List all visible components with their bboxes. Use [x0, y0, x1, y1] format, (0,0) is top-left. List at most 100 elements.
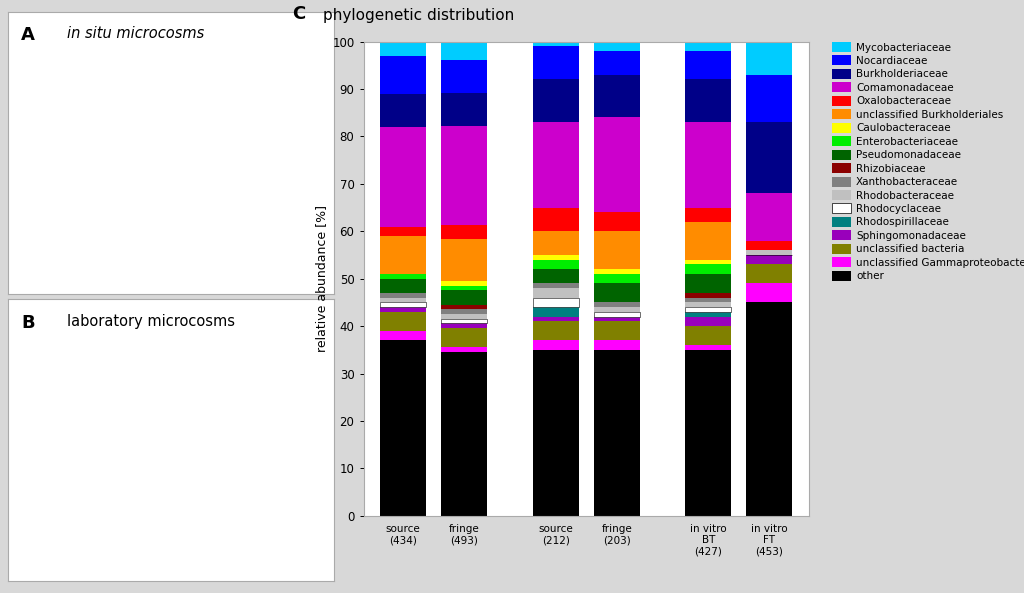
Bar [685, 317, 731, 326]
Bar [746, 122, 793, 193]
Bar [685, 51, 731, 79]
Bar [441, 323, 487, 328]
Bar [441, 93, 487, 126]
Bar [532, 321, 579, 340]
Bar [594, 350, 640, 516]
Bar [441, 239, 487, 281]
Bar [594, 42, 640, 51]
Bar [380, 298, 426, 302]
Text: phylogenetic distribution: phylogenetic distribution [324, 8, 515, 23]
Bar [441, 305, 487, 309]
Bar [380, 236, 426, 274]
Bar [746, 42, 793, 75]
Bar [746, 283, 793, 302]
Bar [380, 274, 426, 279]
Text: B: B [22, 314, 35, 331]
Bar [685, 222, 731, 260]
Bar [746, 302, 793, 516]
Bar [594, 231, 640, 269]
Bar [594, 321, 640, 340]
Bar [380, 340, 426, 516]
Bar [685, 208, 731, 222]
Bar [380, 293, 426, 298]
Bar [441, 309, 487, 314]
Bar [685, 293, 731, 298]
Legend: Mycobacteriaceae, Nocardiaceae, Burkholderiaceae, Comamonadaceae, Oxalobacterace: Mycobacteriaceae, Nocardiaceae, Burkhold… [831, 42, 1024, 281]
Bar [746, 255, 793, 264]
Bar [441, 42, 487, 60]
Bar [685, 302, 731, 307]
Bar [594, 283, 640, 302]
Bar [380, 307, 426, 312]
Bar [594, 312, 640, 317]
Bar [746, 241, 793, 250]
Bar [594, 307, 640, 312]
Bar [441, 318, 487, 323]
Bar [380, 331, 426, 340]
Bar [685, 79, 731, 122]
Bar [532, 260, 579, 269]
Bar [746, 264, 793, 283]
Bar [532, 208, 579, 231]
Bar [746, 250, 793, 255]
Bar [685, 42, 731, 51]
Text: laboratory microcosms: laboratory microcosms [67, 314, 234, 329]
Bar [594, 274, 640, 283]
Bar [380, 42, 426, 56]
Bar [380, 227, 426, 236]
Bar [685, 274, 731, 293]
Bar [441, 126, 487, 225]
Bar [685, 350, 731, 516]
Bar [532, 46, 579, 79]
Text: in situ microcosms: in situ microcosms [67, 26, 204, 41]
Bar [594, 302, 640, 307]
Bar [685, 326, 731, 345]
Bar [594, 340, 640, 350]
Bar [441, 286, 487, 291]
Bar [441, 352, 487, 516]
Bar [532, 350, 579, 516]
Bar [441, 314, 487, 318]
Bar [532, 283, 579, 288]
Bar [532, 42, 579, 46]
Bar [685, 264, 731, 274]
Bar [594, 117, 640, 212]
Bar [532, 255, 579, 260]
Bar [441, 281, 487, 286]
Bar [380, 279, 426, 293]
Bar [532, 317, 579, 321]
Bar [594, 317, 640, 321]
Bar [380, 127, 426, 227]
Bar [594, 75, 640, 117]
Bar [532, 231, 579, 255]
Text: C: C [292, 5, 305, 23]
Bar [380, 312, 426, 331]
Bar [380, 302, 426, 307]
Bar [441, 328, 487, 347]
Bar [594, 269, 640, 274]
Bar [441, 60, 487, 93]
Text: A: A [22, 26, 35, 44]
Bar [532, 269, 579, 283]
Bar [685, 345, 731, 350]
Bar [594, 212, 640, 231]
Bar [685, 260, 731, 264]
Bar [532, 288, 579, 298]
Bar [685, 122, 731, 208]
Y-axis label: relative abundance [%]: relative abundance [%] [315, 205, 328, 352]
Bar [532, 79, 579, 122]
Bar [532, 298, 579, 307]
Bar [532, 122, 579, 208]
Bar [685, 312, 731, 317]
Bar [380, 94, 426, 127]
Bar [441, 225, 487, 239]
Bar [685, 307, 731, 312]
Bar [441, 347, 487, 352]
Bar [441, 291, 487, 305]
Bar [380, 56, 426, 94]
Bar [685, 298, 731, 302]
Bar [746, 75, 793, 122]
Bar [532, 307, 579, 317]
Bar [594, 51, 640, 75]
Bar [532, 340, 579, 350]
